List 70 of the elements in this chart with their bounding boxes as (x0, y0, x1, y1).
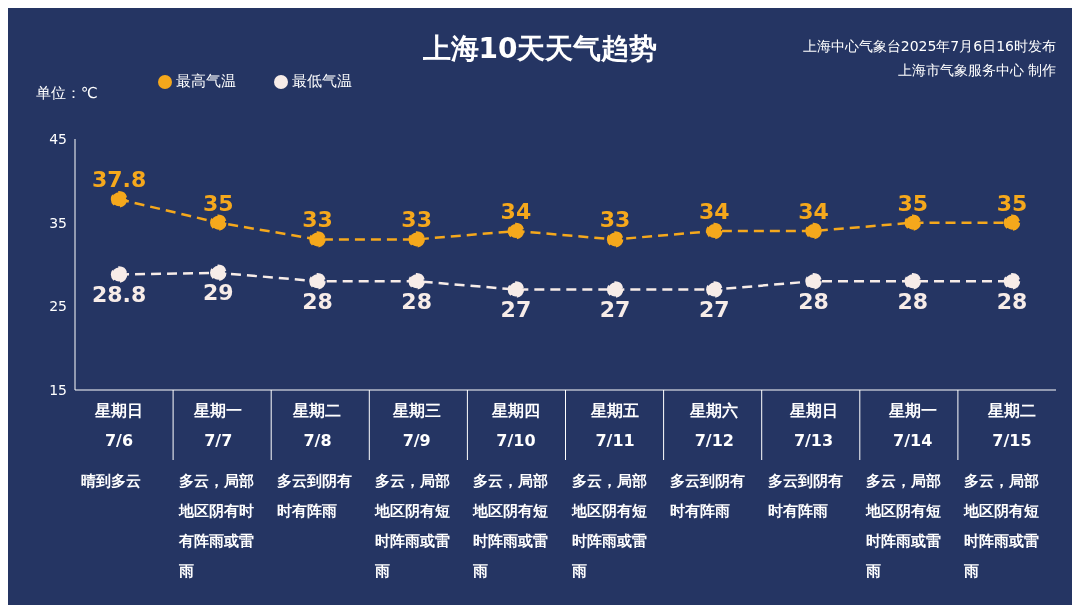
y-tick-label: 15 (49, 381, 67, 398)
data-label: 27 (500, 297, 532, 323)
text: 多云到阴有时有阵雨 (669, 471, 746, 522)
point (1003, 272, 1021, 290)
point (507, 281, 525, 298)
point (408, 272, 425, 290)
data-label: 28 (996, 288, 1028, 314)
y-tick-label: 45 (49, 130, 67, 147)
text: 上海中心气象台2025年7月6日16时发布 (802, 37, 1056, 56)
x-tick-label: 星期一 7/14 (887, 401, 937, 450)
data-label: 27 (599, 297, 631, 323)
data-label: 37.8 (91, 167, 147, 193)
point (805, 222, 822, 240)
x-tick-label: 星期四 7/10 (490, 401, 540, 450)
data-label: 35 (897, 190, 929, 216)
y-tick-label: 25 (49, 298, 67, 315)
point (706, 281, 723, 298)
point (904, 214, 921, 231)
point (309, 272, 326, 290)
data-label: 28.8 (91, 282, 147, 308)
x-tick-label: 星期二 7/15 (986, 401, 1036, 450)
y-tick-label: 35 (49, 214, 67, 231)
point (210, 214, 227, 231)
data-label: 34 (699, 199, 730, 225)
text: 多云，局部地区阴有短时阵雨或雷雨 (963, 471, 1040, 582)
point (606, 231, 624, 248)
data-label: 33 (401, 207, 432, 233)
data-label: 28 (897, 288, 929, 314)
point (507, 222, 525, 240)
data-label: 28 (798, 288, 829, 314)
x-tick-label: 星期六 7/12 (689, 401, 739, 450)
text: 多云到阴有时有阵雨 (277, 471, 354, 522)
point (805, 272, 822, 290)
chart-title: 上海10天天气趋势 (422, 32, 658, 65)
data-label: 34 (798, 199, 829, 225)
text: 多云，局部地区阴有短时阵雨或雷雨 (571, 471, 648, 582)
text: 多云，局部地区阴有短时阵雨或雷雨 (375, 471, 452, 582)
text: 多云到阴有时有阵雨 (767, 471, 844, 522)
text: 晴到多云 (81, 471, 142, 492)
point (606, 281, 624, 298)
text: 多云，局部地区阴有短时阵雨或雷雨 (865, 471, 942, 582)
point (1003, 214, 1021, 231)
point (408, 231, 425, 248)
data-label: 28 (302, 288, 333, 314)
data-label: 33 (599, 207, 631, 233)
x-tick-label: 星期二 7/8 (292, 401, 342, 450)
data-label: 28 (401, 288, 432, 314)
legend-label: 最低气温 (292, 72, 352, 90)
point (309, 231, 326, 248)
point (110, 190, 128, 208)
point (904, 272, 921, 290)
data-label: 34 (500, 199, 532, 225)
point (706, 222, 723, 240)
point (110, 266, 128, 283)
data-label: 35 (202, 190, 234, 216)
x-tick-label: 星期三 7/9 (391, 401, 441, 450)
x-tick-label: 星期日 7/13 (788, 401, 838, 450)
text: 多云，局部地区阴有短时阵雨或雷雨 (473, 471, 550, 582)
y-axis-title: 单位：℃ (36, 84, 98, 103)
point (210, 264, 227, 282)
data-label: 33 (302, 207, 333, 233)
x-tick-label: 星期日 7/6 (94, 401, 144, 450)
data-label: 27 (699, 297, 730, 323)
text: 多云，局部地区阴有时有阵雨或雷雨 (179, 471, 256, 582)
legend-label: 最高气温 (176, 72, 236, 90)
data-label: 29 (202, 280, 234, 306)
text: 上海市气象服务中心 制作 (896, 61, 1056, 80)
data-label: 35 (996, 190, 1028, 216)
x-tick-label: 星期一 7/7 (193, 401, 243, 450)
x-tick-label: 星期五 7/11 (590, 401, 640, 450)
